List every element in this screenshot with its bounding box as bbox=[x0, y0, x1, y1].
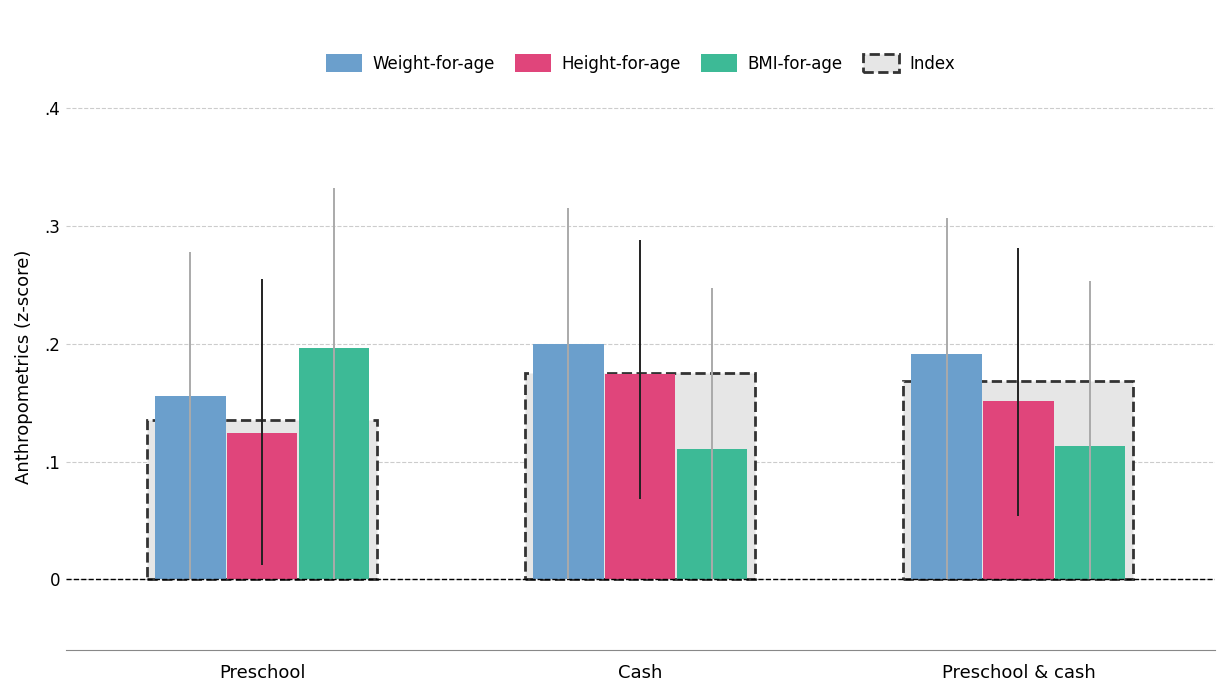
Bar bbox=[228, 434, 298, 579]
Bar bbox=[605, 374, 675, 579]
Bar bbox=[525, 373, 755, 579]
Bar bbox=[1055, 446, 1125, 579]
Bar bbox=[299, 348, 369, 579]
Y-axis label: Anthropometrics (z-score): Anthropometrics (z-score) bbox=[15, 250, 33, 484]
Bar bbox=[155, 396, 225, 579]
Bar bbox=[911, 354, 982, 579]
Bar bbox=[904, 381, 1133, 579]
Legend: Weight-for-age, Height-for-age, BMI-for-age, Index: Weight-for-age, Height-for-age, BMI-for-… bbox=[319, 47, 962, 79]
Bar bbox=[534, 344, 604, 579]
Bar bbox=[148, 420, 378, 579]
Bar bbox=[676, 449, 748, 579]
Bar bbox=[983, 401, 1054, 579]
